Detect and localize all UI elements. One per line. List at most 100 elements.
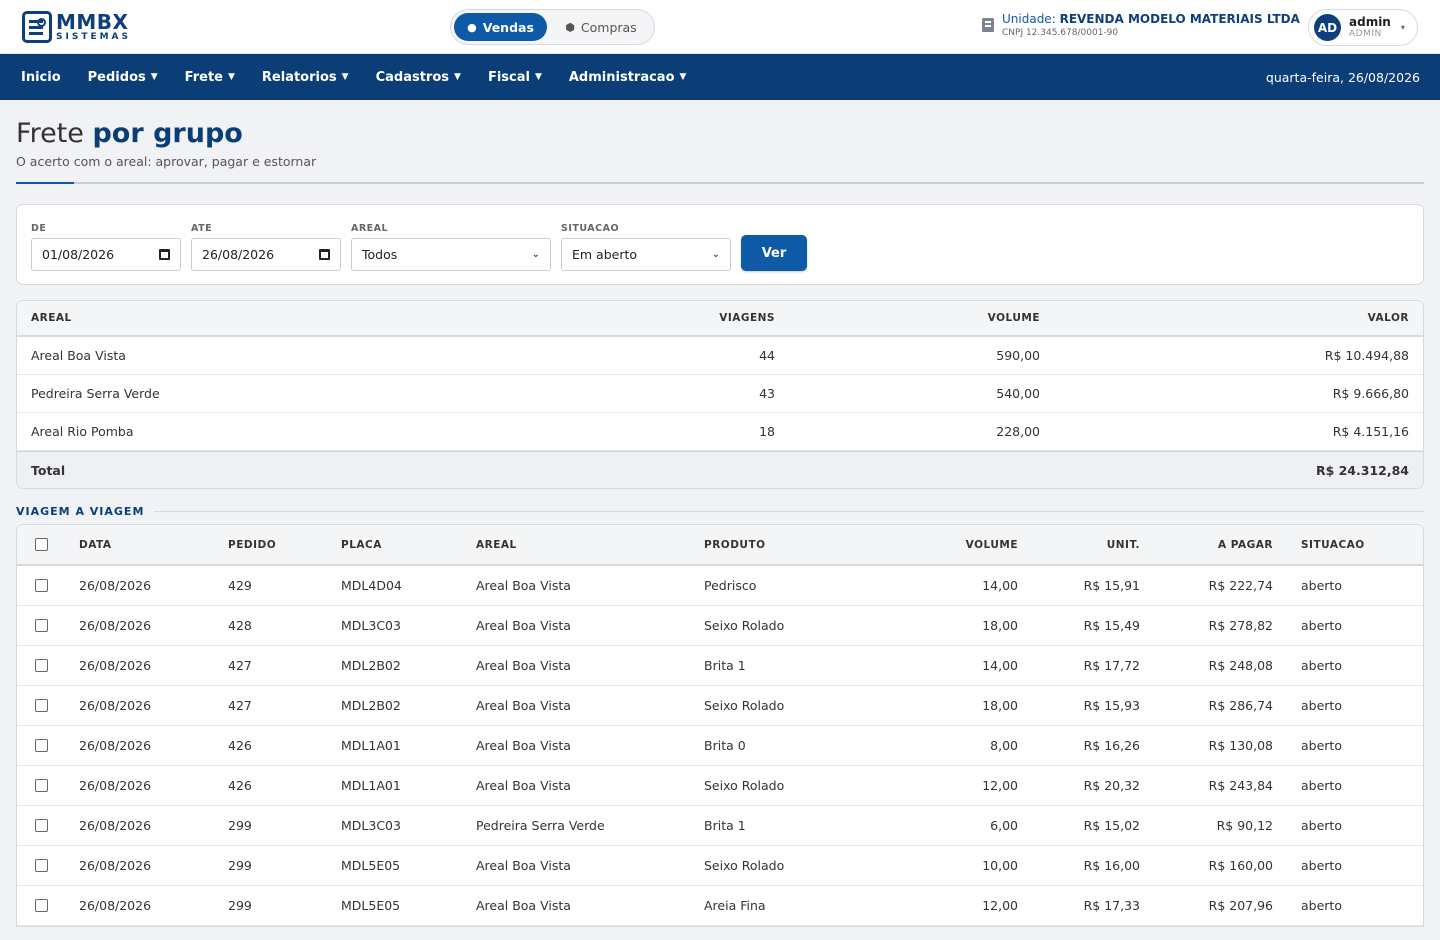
areal-cell: Pedreira Serra Verde [31, 386, 160, 401]
de-value: 01/08/2026 [42, 247, 115, 262]
unit-cell: R$ 17,33 [1083, 898, 1140, 913]
situacao-cell: aberto [1301, 738, 1342, 753]
col-header-pedido[interactable]: PEDIDO [228, 538, 277, 551]
col-header-valor[interactable]: VALOR [1367, 312, 1409, 324]
data-cell: 26/08/2026 [79, 658, 152, 673]
volume-cell: 228,00 [996, 424, 1040, 439]
a-pagar-cell: R$ 130,08 [1208, 738, 1273, 753]
volume-cell: 6,00 [990, 818, 1018, 833]
row-checkbox[interactable] [35, 739, 48, 752]
page-content: Frete por grupo O acerto com o areal: ap… [0, 100, 1440, 927]
row-checkbox[interactable] [35, 699, 48, 712]
nav-item-administracao[interactable]: Administracao ▼ [569, 70, 687, 85]
nav-item-cadastros[interactable]: Cadastros ▼ [376, 70, 461, 85]
row-checkbox[interactable] [35, 859, 48, 872]
a-pagar-cell: R$ 286,74 [1208, 698, 1273, 713]
row-checkbox[interactable] [35, 579, 48, 592]
volume-cell: 12,00 [982, 778, 1018, 793]
placa-cell: MDL2B02 [341, 698, 401, 713]
areal-cell: Pedreira Serra Verde [476, 818, 605, 833]
row-checkbox[interactable] [35, 819, 48, 832]
col-header-data[interactable]: DATA [79, 538, 112, 551]
nav-item-inicio[interactable]: Inicio [21, 70, 61, 85]
table-row[interactable]: 26/08/2026 429 MDL4D04 Areal Boa Vista Pedri… [17, 566, 1423, 606]
data-cell: 26/08/2026 [79, 698, 152, 713]
page-title: Frete por grupo [16, 118, 1424, 149]
ate-value: 26/08/2026 [202, 247, 275, 262]
areal-select[interactable]: Todos ⌄ [351, 238, 551, 271]
user-menu[interactable]: AD admin ADMIN ▾ [1308, 9, 1418, 46]
user-name: admin [1349, 14, 1391, 29]
placa-cell: MDL2B02 [341, 658, 401, 673]
col-header-produto[interactable]: PRODUTO [704, 538, 766, 551]
user-role: ADMIN [1349, 29, 1382, 40]
pedido-cell: 299 [228, 818, 252, 833]
col-header-areal[interactable]: AREAL [31, 312, 72, 324]
main-nav: Inicio Pedidos ▼ Frete ▼ Relatorios ▼ Cadas… [0, 54, 1440, 100]
table-row[interactable]: 26/08/2026 299 MDL5E05 Areal Boa Vista Seixo… [17, 846, 1423, 886]
areal-cell: Areal Boa Vista [476, 778, 571, 793]
volume-cell: 18,00 [982, 618, 1018, 633]
data-cell: 26/08/2026 [79, 618, 152, 633]
select-all-checkbox[interactable] [35, 538, 48, 551]
summary-row[interactable]: Pedreira Serra Verde 43 540,00 R$ 9.666,80 [17, 375, 1423, 413]
nav-item-fiscal[interactable]: Fiscal ▼ [488, 70, 542, 85]
col-header-areal[interactable]: AREAL [476, 538, 517, 551]
situacao-cell: aberto [1301, 898, 1342, 913]
volume-cell: 540,00 [996, 386, 1040, 401]
areal-value: Todos [362, 247, 398, 262]
col-header-a-pagar[interactable]: A PAGAR [1218, 538, 1273, 551]
col-header-volume[interactable]: VOLUME [987, 312, 1040, 324]
areal-cell: Areal Boa Vista [476, 578, 571, 593]
summary-row[interactable]: Areal Rio Pomba 18 228,00 R$ 4.151,16 [17, 413, 1423, 451]
unit-cell: R$ 15,93 [1083, 698, 1140, 713]
areal-cell: Areal Boa Vista [476, 618, 571, 633]
table-row[interactable]: 26/08/2026 426 MDL1A01 Areal Boa Vista Brita… [17, 726, 1423, 766]
col-header-unit[interactable]: UNIT. [1106, 538, 1140, 551]
ate-label: ATE [191, 223, 213, 234]
situacao-select[interactable]: Em aberto ⌄ [561, 238, 731, 271]
brand-logo[interactable]: MMBX SISTEMAS [22, 10, 132, 43]
col-header-situacao[interactable]: SITUACAO [1301, 538, 1365, 551]
table-row[interactable]: 26/08/2026 428 MDL3C03 Areal Boa Vista Seixo… [17, 606, 1423, 646]
calendar-icon[interactable] [159, 249, 170, 260]
areal-cell: Areal Boa Vista [31, 348, 126, 363]
table-row[interactable]: 26/08/2026 299 MDL3C03 Pedreira Serra Verde… [17, 806, 1423, 846]
col-header-viagens[interactable]: VIAGENS [719, 312, 775, 324]
table-row[interactable]: 26/08/2026 427 MDL2B02 Areal Boa Vista Brita… [17, 646, 1423, 686]
nav-label: Pedidos [87, 69, 146, 85]
row-checkbox[interactable] [35, 779, 48, 792]
nav-item-relatorios[interactable]: Relatorios ▼ [262, 70, 349, 85]
section-label: VIAGEM A VIAGEM [16, 505, 1424, 518]
areal-cell: Areal Boa Vista [476, 698, 571, 713]
ver-button[interactable]: Ver [741, 235, 807, 271]
nav-label: Relatorios [261, 69, 337, 85]
situacao-cell: aberto [1301, 618, 1342, 633]
row-checkbox[interactable] [35, 659, 48, 672]
brand-sub: SISTEMAS [56, 31, 132, 42]
de-date-input[interactable]: 01/08/2026 [31, 238, 181, 271]
calendar-icon[interactable] [319, 249, 330, 260]
pedido-cell: 429 [228, 578, 252, 593]
table-row[interactable]: 26/08/2026 299 MDL5E05 Areal Boa Vista Areia… [17, 886, 1423, 926]
col-header-placa[interactable]: PLACA [341, 538, 382, 551]
a-pagar-cell: R$ 248,08 [1208, 658, 1273, 673]
summary-row[interactable]: Areal Boa Vista 44 590,00 R$ 10.494,88 [17, 337, 1423, 375]
table-row[interactable]: 26/08/2026 427 MDL2B02 Areal Boa Vista Seixo… [17, 686, 1423, 726]
nav-item-frete[interactable]: Frete ▼ [185, 70, 235, 85]
table-row[interactable]: 26/08/2026 426 MDL1A01 Areal Boa Vista Seixo… [17, 766, 1423, 806]
row-checkbox[interactable] [35, 619, 48, 632]
data-cell: 26/08/2026 [79, 898, 152, 913]
mode-compras-button[interactable]: ⬢ Compras [551, 13, 651, 41]
produto-cell: Pedrisco [704, 578, 757, 593]
ate-date-input[interactable]: 26/08/2026 [191, 238, 341, 271]
nav-item-pedidos[interactable]: Pedidos ▼ [88, 70, 158, 85]
areal-label: AREAL [351, 223, 389, 234]
col-header-volume[interactable]: VOLUME [965, 538, 1018, 551]
box-icon: ⬢ [565, 20, 575, 34]
situacao-value: Em aberto [572, 247, 638, 262]
mode-vendas-button[interactable]: ● Vendas [454, 13, 547, 41]
row-checkbox[interactable] [35, 899, 48, 912]
produto-cell: Seixo Rolado [704, 698, 785, 713]
unit-cell: R$ 16,26 [1083, 738, 1140, 753]
